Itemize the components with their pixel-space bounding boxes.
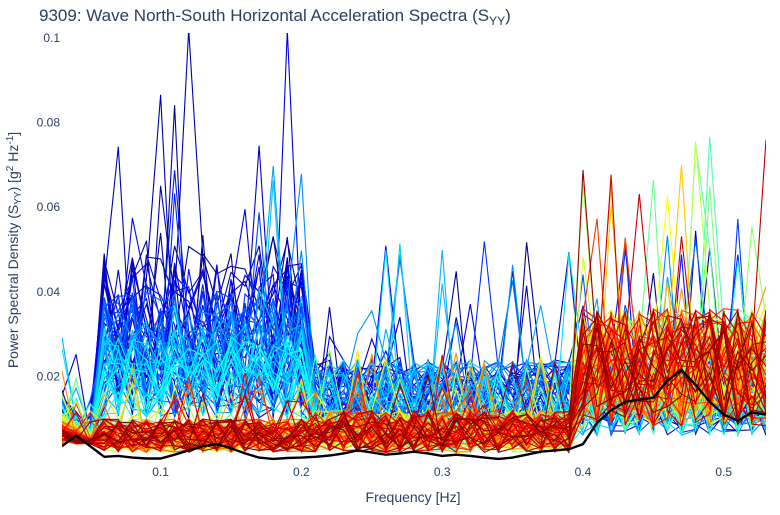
x-tick-label: 0.5 xyxy=(715,465,732,479)
x-tick-label: 0.2 xyxy=(293,465,310,479)
y-tick-label: 0.08 xyxy=(37,116,61,130)
spectrum-line xyxy=(62,307,766,454)
y-tick-label: 0.04 xyxy=(37,285,61,299)
y-axis-label: Power Spectral Density (SYY) [g2 Hz-1] xyxy=(5,132,24,368)
spectrum-line xyxy=(62,309,766,453)
x-axis-ticks: 0.1 0.2 0.3 0.4 0.5 xyxy=(152,465,732,479)
plot-area xyxy=(62,33,766,461)
y-tick-label: 0.06 xyxy=(37,200,61,214)
spectrum-line xyxy=(62,307,766,454)
y-tick-label: 0.1 xyxy=(43,31,60,45)
spectrum-line xyxy=(62,169,766,453)
chart-title: 9309: Wave North-South Horizontal Accele… xyxy=(39,6,511,28)
x-tick-label: 0.3 xyxy=(434,465,451,479)
x-tick-label: 0.4 xyxy=(575,465,592,479)
spectrum-line xyxy=(62,309,766,453)
spectrum-line xyxy=(62,311,766,453)
x-tick-label: 0.1 xyxy=(152,465,169,479)
x-axis-label: Frequency [Hz] xyxy=(366,489,461,505)
mean-spectrum-line xyxy=(62,368,766,461)
y-axis-ticks: 0.02 0.04 0.06 0.08 0.1 xyxy=(37,31,61,383)
y-tick-label: 0.02 xyxy=(37,369,61,383)
spectrum-line xyxy=(62,318,766,453)
